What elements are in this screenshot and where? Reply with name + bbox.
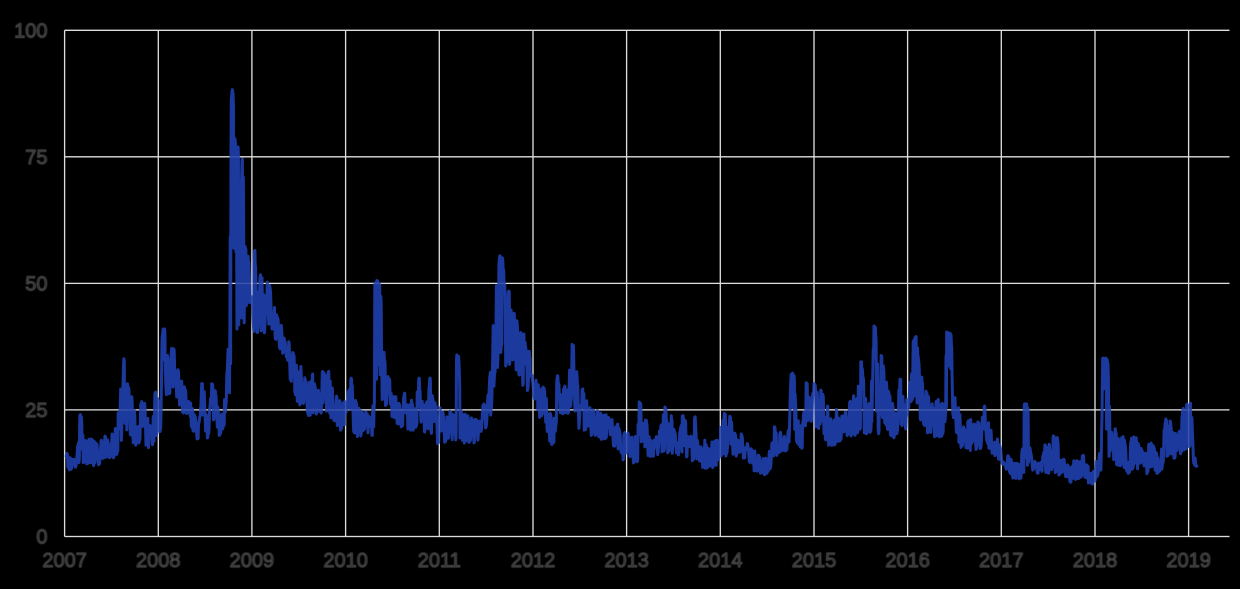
svg-text:2011: 2011 (418, 550, 461, 572)
svg-text:2018: 2018 (1073, 550, 1118, 572)
svg-text:0: 0 (36, 527, 47, 549)
svg-text:2007: 2007 (42, 550, 87, 572)
svg-text:2014: 2014 (698, 550, 743, 572)
svg-text:2016: 2016 (885, 550, 930, 572)
svg-text:2017: 2017 (979, 550, 1024, 572)
svg-text:2015: 2015 (792, 550, 837, 572)
svg-text:2009: 2009 (230, 550, 275, 572)
svg-text:2012: 2012 (511, 550, 556, 572)
svg-text:2019: 2019 (1166, 550, 1211, 572)
svg-text:2013: 2013 (604, 550, 649, 572)
svg-text:75: 75 (25, 147, 47, 169)
svg-text:2008: 2008 (136, 550, 181, 572)
svg-text:100: 100 (14, 20, 47, 42)
svg-text:25: 25 (25, 400, 47, 422)
svg-text:2010: 2010 (323, 550, 368, 572)
svg-text:50: 50 (25, 273, 47, 295)
